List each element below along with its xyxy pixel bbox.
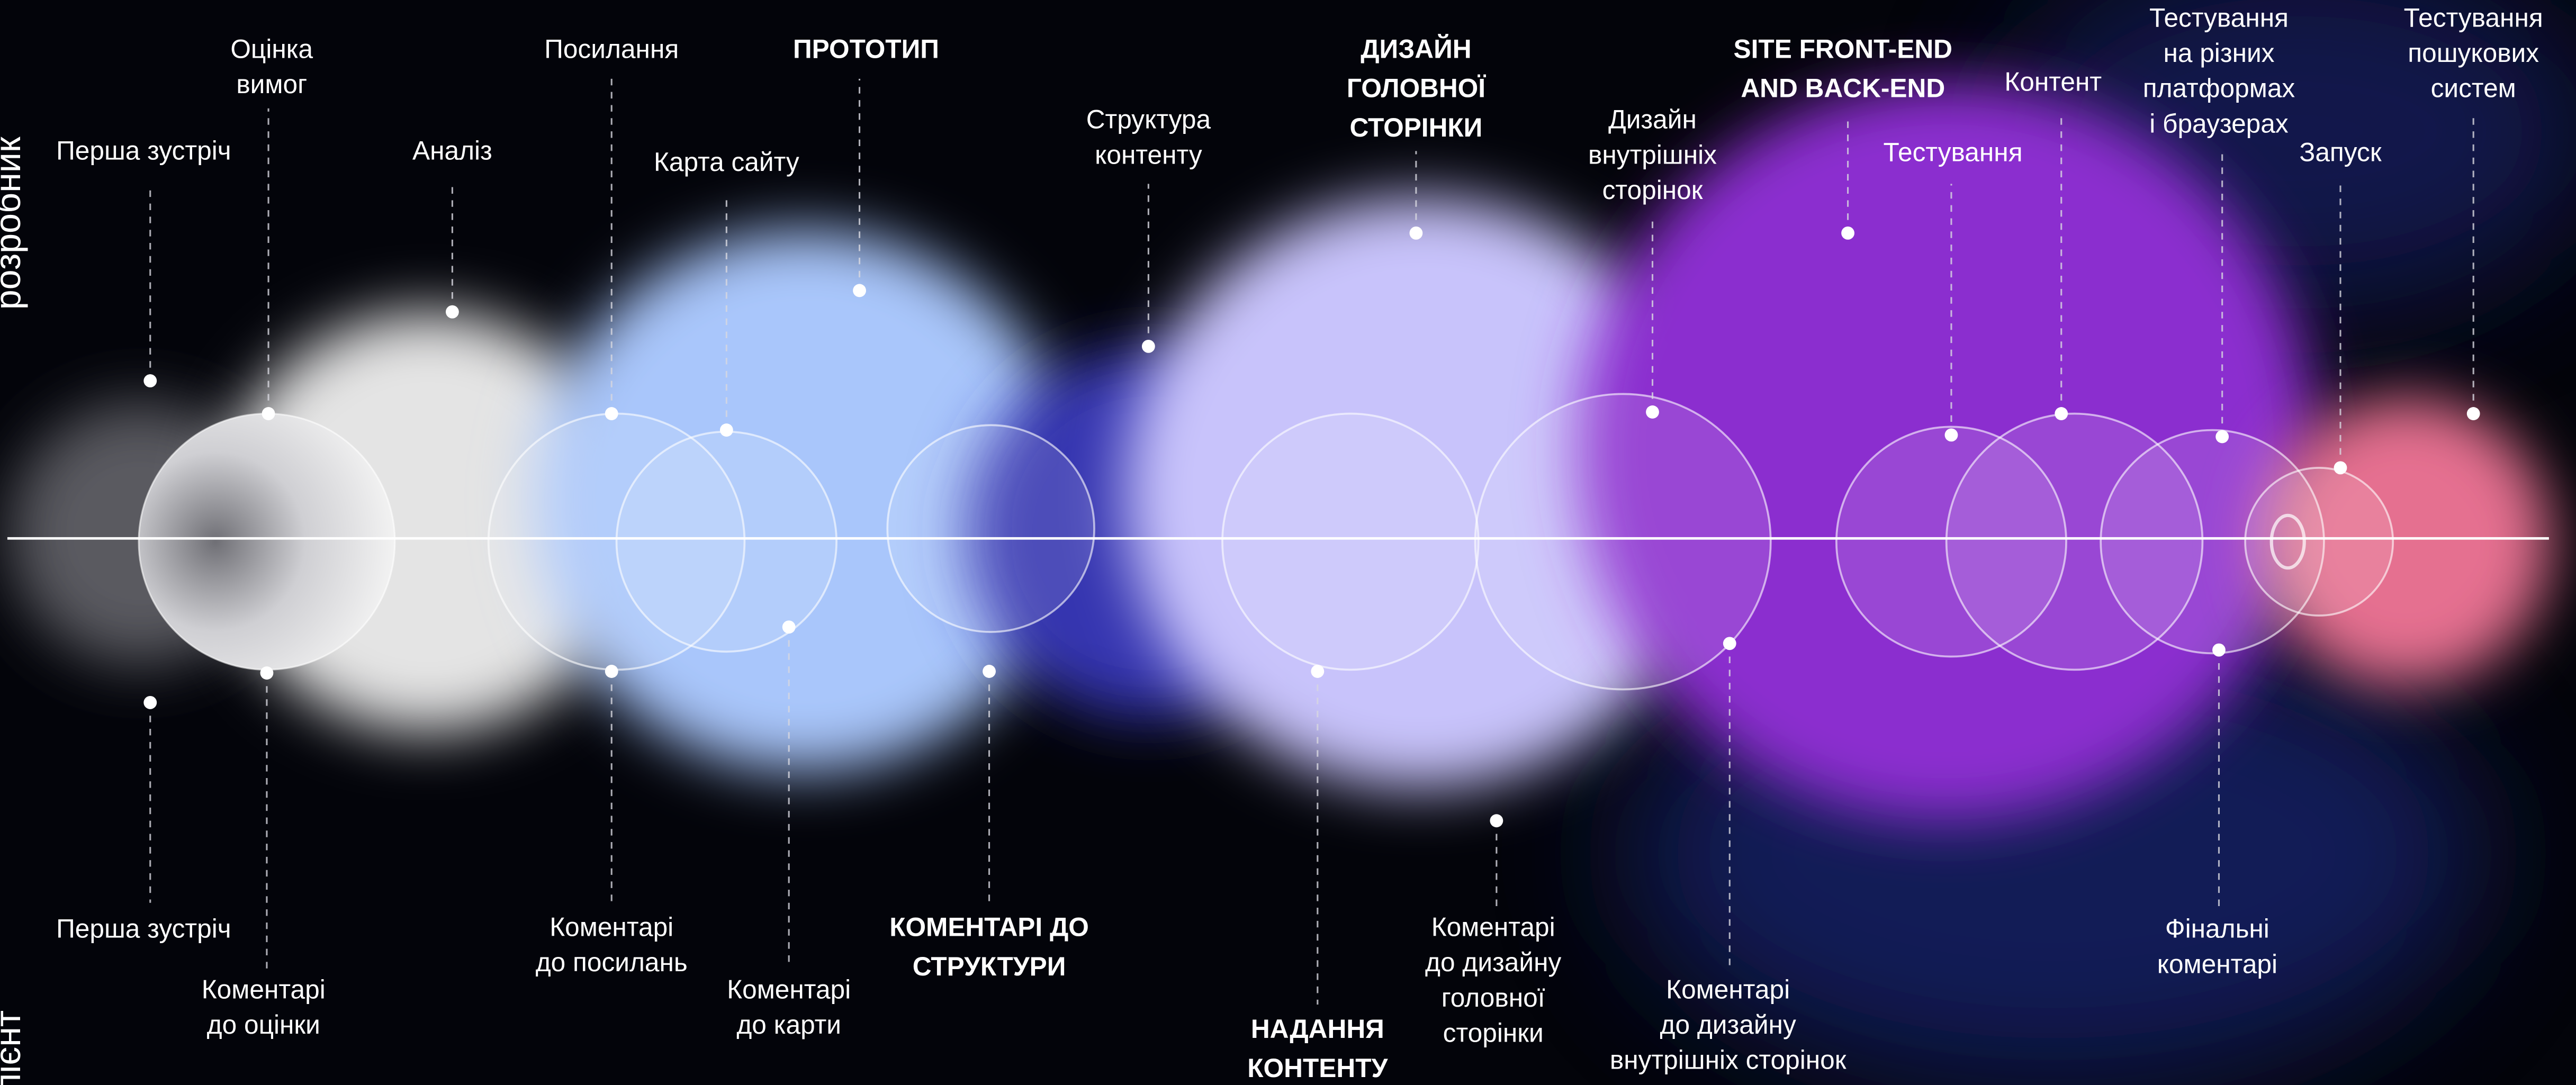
stage-label: коментарі: [2157, 949, 2277, 979]
stage-label: НАДАННЯ: [1251, 1014, 1384, 1044]
glass-circle: [2100, 429, 2325, 655]
stage-label: Фінальні: [2165, 914, 2269, 944]
dot: [1490, 814, 1503, 828]
stage-label: Коментарі: [550, 912, 673, 942]
stage-label: ГОЛОВНОЇ: [1347, 74, 1486, 103]
dot: [1409, 226, 1423, 240]
stage-label: СТРУКТУРИ: [913, 952, 1066, 981]
dot: [446, 305, 459, 319]
stage-label: ДИЗАЙН: [1361, 33, 1471, 64]
dot: [1646, 405, 1659, 419]
stage-label: Структура: [1086, 105, 1211, 134]
stage-label: Коментарі: [1431, 912, 1555, 942]
stage-label: Коментарі: [727, 974, 851, 1004]
stage-label: до посилань: [536, 947, 688, 977]
stage-label: ПРОТОТИП: [793, 34, 939, 64]
glass-circle: [2269, 513, 2306, 570]
dot: [2215, 430, 2229, 444]
stage-label: на різних: [2163, 38, 2274, 68]
blob: [1577, 82, 2316, 821]
dot: [1841, 226, 1854, 240]
dot: [2212, 643, 2226, 657]
stage-label: Перша зустріч: [56, 914, 231, 944]
dot: [782, 620, 796, 634]
glass-circle: [2244, 467, 2394, 617]
glass-circle: [1221, 412, 1480, 671]
glass-circle: [1835, 426, 2067, 658]
stage-label: контенту: [1095, 140, 1202, 169]
glass-circle: [886, 424, 1095, 633]
stage-label: Посилання: [544, 34, 679, 64]
stage-label: КОНТЕНТУ: [1247, 1053, 1388, 1083]
stage-label: внутрішніх сторінок: [1610, 1045, 1847, 1075]
blob: [1125, 197, 1717, 788]
stage-label: СТОРІНКИ: [1349, 113, 1482, 142]
dot: [143, 374, 157, 387]
stage-label: Оцінка: [230, 34, 313, 64]
dot: [1311, 665, 1325, 678]
glass-circles: [138, 393, 2394, 691]
stage-label: Коментарі: [1666, 974, 1790, 1004]
glass-circle: [138, 412, 396, 671]
glass-circle: [1945, 412, 2204, 671]
glass-circle: [1474, 393, 1772, 691]
dot: [2334, 461, 2347, 475]
dot: [983, 665, 996, 678]
stage-label: сторінки: [1443, 1018, 1544, 1048]
stage-label: Тестування: [1884, 138, 2023, 167]
stage-label: Запуск: [2299, 138, 2381, 167]
dot: [2466, 407, 2480, 420]
stage-label: внутрішніх: [1588, 140, 1717, 169]
stage-label: Контент: [2004, 67, 2102, 96]
side-label: розробник: [0, 136, 28, 310]
stage-label: Тестування: [2404, 3, 2543, 32]
dot: [260, 666, 274, 680]
dot: [2055, 407, 2068, 420]
stage-label: до оцінки: [207, 1010, 320, 1039]
stage-label: до дизайну: [1660, 1010, 1796, 1039]
dot: [1723, 637, 1736, 650]
dot: [605, 407, 618, 420]
glass-circle: [615, 430, 837, 653]
stage-label: Карта сайту: [654, 147, 799, 177]
stage-label: платформах: [2143, 74, 2295, 103]
dot: [719, 423, 733, 437]
dot: [1141, 339, 1155, 353]
stage-label: SITE FRONT-END: [1734, 34, 1952, 64]
stage-label: головної: [1442, 983, 1545, 1012]
stage-label: Дизайн: [1608, 105, 1697, 134]
stage-label: Тестування: [2149, 3, 2289, 32]
dot: [143, 695, 157, 709]
dot: [1944, 428, 1958, 442]
stage-label: сторінок: [1602, 175, 1703, 205]
dot: [605, 665, 618, 678]
stage-label: Перша зустріч: [56, 136, 231, 166]
stage-label: до карти: [736, 1010, 841, 1039]
stage-label: КОМЕНТАРІ ДО: [889, 912, 1089, 942]
stage-label: вимог: [236, 69, 307, 99]
stage-label: до дизайну: [1425, 947, 1561, 977]
stage-label: AND BACK-END: [1741, 74, 1945, 103]
stage-label: Коментарі: [202, 974, 326, 1004]
stage-label: Аналіз: [412, 136, 492, 166]
side-label: клієнт: [0, 1010, 28, 1085]
dot: [853, 284, 866, 297]
dot: [262, 407, 275, 420]
stage-label: систем: [2431, 74, 2516, 103]
stage-label: пошукових: [2408, 38, 2539, 68]
stage-label: і браузерах: [2149, 108, 2289, 138]
